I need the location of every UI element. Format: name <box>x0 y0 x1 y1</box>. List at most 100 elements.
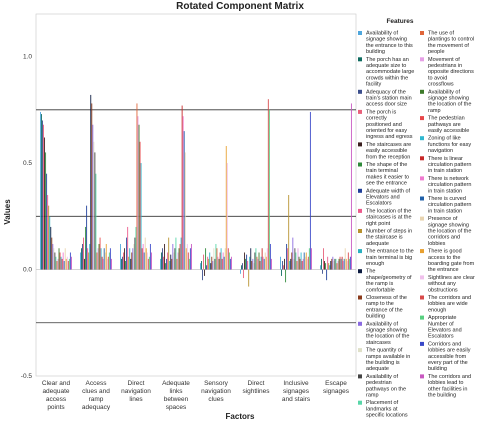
bar <box>221 258 223 270</box>
bar <box>110 258 112 270</box>
legend-swatch <box>420 136 424 141</box>
bar <box>97 248 99 270</box>
x-tick-label: Sensory navigation clues <box>201 380 231 403</box>
bar <box>109 248 111 270</box>
x-tick-label: Direct navigation lines <box>121 380 151 403</box>
legend-swatch <box>358 348 362 353</box>
legend-swatch <box>420 116 424 121</box>
bar <box>129 248 131 270</box>
legend-label: The porch has an adequate size to accommod… <box>366 57 414 88</box>
bar <box>42 120 43 270</box>
bar <box>301 261 303 270</box>
bar <box>286 243 288 270</box>
bar <box>69 252 71 270</box>
bar <box>45 152 47 270</box>
bar <box>125 261 127 270</box>
legend-label: Placement of landmarks at specific locatio… <box>366 400 408 418</box>
x-tick-label: Escape signages <box>323 380 350 395</box>
bar <box>264 252 266 270</box>
bar <box>166 258 168 270</box>
bar <box>100 248 102 270</box>
legend-label: The shape/geometry of the ramp is comfortab… <box>366 269 412 294</box>
bar <box>349 256 351 270</box>
bar <box>295 252 297 270</box>
bar <box>200 263 201 270</box>
bar <box>284 258 286 270</box>
bar <box>99 237 101 270</box>
bar <box>105 243 107 270</box>
legend-swatch <box>420 374 424 379</box>
bar <box>321 258 322 270</box>
x-tick-label: Clear and adequate access points <box>42 380 71 411</box>
bars-group <box>40 94 352 287</box>
bar <box>292 237 294 270</box>
legend-swatch <box>358 89 362 94</box>
legend-label: The shape of the train terminal makes it e… <box>366 162 409 187</box>
bar <box>308 248 310 270</box>
bar <box>334 258 336 270</box>
y-axis: -0.5 0.0 0.5 1.0 <box>21 54 33 380</box>
y-tick-label: 0.5 <box>23 160 32 167</box>
bar <box>60 256 62 270</box>
legend-label: Number of steps in the staircase is adequa… <box>366 229 412 247</box>
bar <box>263 258 265 270</box>
bar <box>267 99 269 270</box>
bar <box>101 256 103 270</box>
bar <box>184 152 186 270</box>
bar <box>243 269 244 279</box>
bar <box>346 261 348 270</box>
bar <box>54 252 56 270</box>
legend-label: The porch is correctly positioned and orien… <box>366 109 413 140</box>
bar <box>96 252 98 270</box>
bar <box>266 248 268 270</box>
bar <box>83 237 84 270</box>
bar <box>181 105 183 270</box>
bar <box>145 248 147 270</box>
legend-label: The quantity of ramps available in the bui… <box>366 348 410 373</box>
bar <box>220 248 222 270</box>
bar <box>304 256 306 270</box>
bar <box>324 261 326 270</box>
bar <box>298 256 300 270</box>
legend-label: Adequate width of Elevators and Escalators <box>366 188 411 206</box>
bar <box>58 248 60 270</box>
bar <box>44 137 46 270</box>
bar <box>86 205 88 270</box>
bar <box>227 248 229 270</box>
bar <box>57 258 59 270</box>
bar <box>224 248 226 270</box>
legend-label: The corridors and lobbies lead to other fa… <box>428 374 471 399</box>
legend-label: Availability of signage showing the locati… <box>366 321 409 346</box>
bar <box>81 248 82 270</box>
legend-label: Zoning of like functions for easy navigati… <box>428 136 471 154</box>
legend-swatch <box>358 374 362 379</box>
bar <box>187 252 189 270</box>
bar <box>67 261 69 270</box>
legend-swatch <box>358 57 362 62</box>
bar <box>87 248 89 270</box>
bar <box>265 256 267 270</box>
bar <box>208 258 210 270</box>
bar <box>207 256 209 270</box>
bar <box>149 243 151 270</box>
bar <box>307 256 309 270</box>
bar <box>338 258 340 270</box>
bar <box>185 248 187 270</box>
bar <box>141 248 143 270</box>
legend-label: There is linear circulation pattern in tra… <box>428 156 471 174</box>
bar <box>150 252 152 270</box>
legend-swatch <box>420 341 424 346</box>
bar <box>288 195 290 270</box>
bar <box>287 248 289 270</box>
bar <box>336 263 338 270</box>
legend-swatch <box>420 196 424 201</box>
y-tick-label: 0.0 <box>23 267 32 274</box>
bar <box>164 243 166 270</box>
legend-swatch <box>358 208 362 213</box>
bar <box>255 248 257 270</box>
bar <box>131 252 133 270</box>
bar <box>339 256 341 270</box>
x-tick-label: Adequate links between spaces <box>162 380 190 411</box>
bar <box>285 269 287 283</box>
bar <box>343 258 345 270</box>
